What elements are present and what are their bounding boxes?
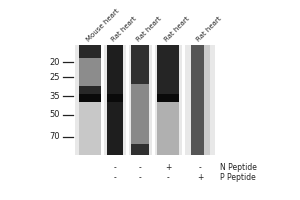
Text: N Peptide: N Peptide xyxy=(220,164,257,172)
Bar xyxy=(107,94,123,102)
Text: 70: 70 xyxy=(50,132,60,141)
Bar xyxy=(125,45,128,155)
Text: -: - xyxy=(199,164,201,172)
Bar xyxy=(191,45,209,155)
Bar xyxy=(157,94,179,102)
Text: 20: 20 xyxy=(50,58,60,67)
Text: 25: 25 xyxy=(50,73,60,82)
Text: -: - xyxy=(114,173,116,182)
Bar xyxy=(157,102,179,155)
Text: +: + xyxy=(165,164,171,172)
Text: +: + xyxy=(197,173,203,182)
Bar xyxy=(79,94,101,102)
Bar xyxy=(131,45,149,155)
Text: 50: 50 xyxy=(50,110,60,119)
Bar xyxy=(152,45,154,155)
Bar xyxy=(100,45,103,155)
Bar xyxy=(75,45,215,155)
Bar xyxy=(79,102,101,155)
Bar xyxy=(107,45,123,155)
Text: -: - xyxy=(139,164,141,172)
Text: Rat heart: Rat heart xyxy=(111,16,138,43)
Bar xyxy=(131,84,149,144)
Text: Mouse heart: Mouse heart xyxy=(86,8,121,43)
Bar xyxy=(79,45,101,155)
Text: Rat heart: Rat heart xyxy=(136,16,163,43)
Text: -: - xyxy=(139,173,141,182)
Bar xyxy=(182,45,184,155)
Text: -: - xyxy=(167,173,170,182)
Text: Rat heart: Rat heart xyxy=(164,16,191,43)
Bar xyxy=(157,45,179,155)
Text: Rat heart: Rat heart xyxy=(196,16,223,43)
Text: -: - xyxy=(114,164,116,172)
Bar xyxy=(191,45,209,155)
Text: P Peptide: P Peptide xyxy=(220,173,256,182)
Bar xyxy=(204,45,210,155)
Text: 35: 35 xyxy=(50,92,60,101)
Bar xyxy=(79,58,101,86)
